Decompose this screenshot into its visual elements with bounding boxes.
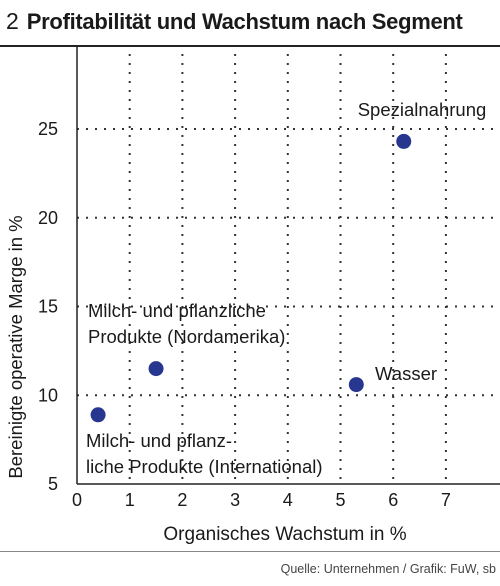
y-tick-label-20: 20	[38, 208, 58, 228]
point-label-2-line-1: Milch- und pflanzliche	[88, 300, 266, 321]
data-point-3	[348, 377, 364, 393]
y-tick-label-15: 15	[38, 297, 58, 317]
point-label-4-line-2: liche Produkte (International)	[86, 456, 323, 477]
figure-number: 2	[6, 8, 19, 34]
y-axis-title: Bereinigte operative Marge in %	[5, 215, 26, 478]
data-point-1	[396, 133, 412, 149]
x-tick-label-2: 2	[177, 490, 187, 510]
data-point-4	[90, 407, 106, 423]
point-label-3-line-1: Wasser	[375, 363, 437, 384]
source-note: Quelle: Unternehmen / Grafik: FuW, sb	[280, 562, 496, 576]
x-tick-label-7: 7	[441, 490, 451, 510]
x-tick-label-1: 1	[125, 490, 135, 510]
x-tick-label-4: 4	[283, 490, 293, 510]
x-tick-label-0: 0	[72, 490, 82, 510]
x-axis-title: Organisches Wachstum in %	[163, 524, 406, 545]
y-tick-label-25: 25	[38, 119, 58, 139]
header-rule	[0, 45, 500, 47]
point-label-2-line-2: Produkte (Nordamerika)	[88, 326, 285, 347]
chart-title: Profitabilität und Wachstum nach Segment	[26, 9, 463, 34]
footer-rule	[0, 551, 500, 552]
point-label-4-line-1: Milch- und pflanz-	[86, 430, 232, 451]
y-tick-label-10: 10	[38, 385, 58, 405]
x-tick-label-5: 5	[335, 490, 345, 510]
x-tick-label-3: 3	[230, 490, 240, 510]
scatter-chart: 0 1 2 3 4 5 6 7 5 10 15 20 25 Organisches Wachstum in…	[5, 46, 500, 545]
y-tick-label-5: 5	[48, 474, 58, 494]
point-label-1-line-1: Spezialnahrung	[358, 99, 487, 120]
data-point-2	[148, 361, 164, 377]
x-tick-label-6: 6	[388, 490, 398, 510]
figure-header: 2 Profitabilität und Wachstum nach Segme…	[6, 8, 463, 38]
